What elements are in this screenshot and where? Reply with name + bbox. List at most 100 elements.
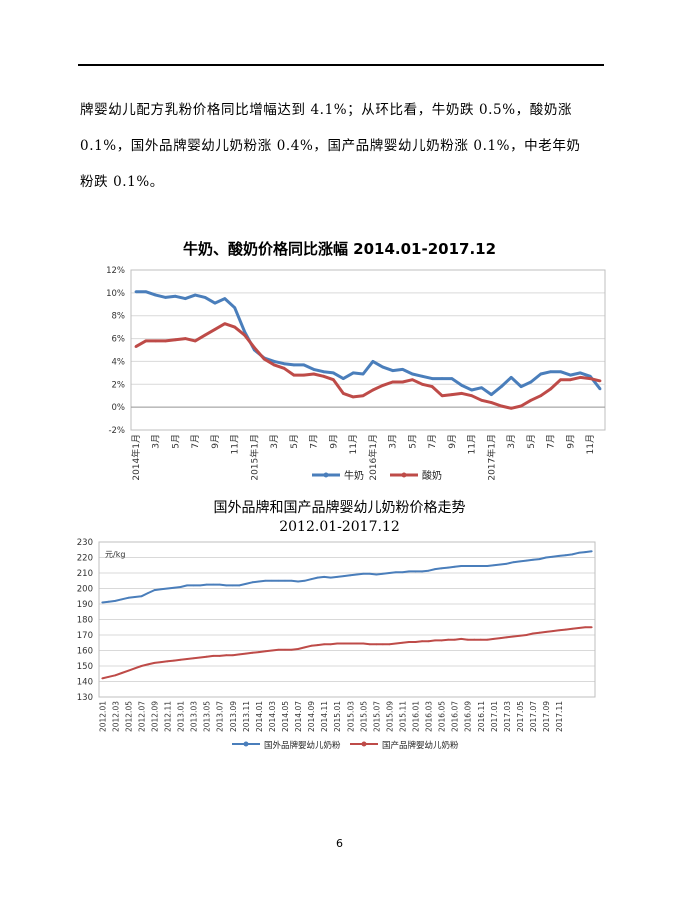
- series-point-0: [414, 570, 417, 573]
- series-point-1: [134, 345, 138, 348]
- series-point-1: [545, 631, 547, 633]
- series-point-1: [590, 626, 593, 629]
- x-tick-label: 2017.01: [490, 701, 499, 732]
- y-tick-label: 2%: [112, 380, 126, 390]
- series-point-1: [519, 634, 521, 637]
- y-tick-label: -2%: [108, 426, 125, 436]
- series-point-0: [160, 588, 162, 591]
- y-tick-label: 130: [77, 693, 93, 703]
- series-line-0: [102, 550, 592, 604]
- series-point-0: [147, 592, 149, 595]
- series-point-1: [243, 333, 246, 337]
- series-point-0: [174, 294, 177, 298]
- x-tick-label: 3月: [269, 434, 280, 449]
- series-point-1: [233, 325, 237, 329]
- x-tick-label: 11月: [348, 434, 359, 454]
- series-point-0: [440, 377, 444, 380]
- series-point-0: [545, 556, 547, 559]
- series-point-1: [401, 380, 404, 384]
- series-point-0: [238, 584, 241, 587]
- series-point-0: [192, 584, 195, 587]
- series-point-1: [223, 322, 227, 326]
- x-tick-label: 2016.11: [477, 701, 486, 732]
- series-point-1: [473, 638, 476, 641]
- series-point-1: [253, 346, 256, 350]
- series-point-0: [453, 565, 456, 568]
- series-point-1: [411, 378, 414, 382]
- x-tick-label: 9月: [565, 434, 576, 449]
- series-point-0: [447, 566, 450, 569]
- y-axis-label: 元/kg: [105, 550, 125, 559]
- series-point-0: [539, 372, 543, 376]
- body-paragraph: 牌婴幼儿配方乳粉价格同比增幅达到 4.1%；从环比看，牛奶跌 0.5%，酸奶涨 …: [80, 92, 610, 200]
- x-tick-label: 5月: [170, 434, 181, 449]
- series-point-1: [127, 669, 130, 672]
- y-tick-label: 190: [77, 600, 93, 610]
- chart2-title-block: 国外品牌和国产品牌婴幼儿奶粉价格走势 2012.01-2017.12: [0, 499, 679, 537]
- series-point-1: [525, 634, 528, 636]
- x-tick-label: 2015年1月: [248, 434, 260, 481]
- series-point-0: [272, 360, 276, 363]
- series-point-0: [186, 584, 189, 587]
- series-point-1: [538, 631, 541, 634]
- series-point-1: [470, 394, 474, 398]
- series-point-0: [312, 368, 316, 371]
- chart2-title: 国外品牌和国产品牌婴幼儿奶粉价格走势: [213, 500, 466, 516]
- y-tick-label: 4%: [112, 357, 126, 367]
- series-point-0: [243, 330, 246, 334]
- series-point-0: [584, 551, 587, 553]
- x-tick-label: 2017.05: [516, 701, 525, 732]
- series-point-1: [174, 338, 177, 342]
- series-point-1: [401, 641, 404, 644]
- series-point-1: [519, 404, 523, 408]
- series-point-1: [342, 642, 345, 645]
- x-tick-label: 11月: [585, 434, 596, 454]
- series-point-1: [290, 648, 293, 651]
- series-point-0: [193, 293, 197, 297]
- series-point-0: [233, 306, 237, 310]
- series-point-0: [420, 374, 424, 378]
- page-number: 6: [336, 837, 343, 850]
- series-point-0: [361, 372, 365, 376]
- series-point-0: [529, 380, 533, 384]
- series-point-0: [519, 385, 523, 388]
- series-point-0: [473, 565, 476, 567]
- x-tick-label: 2017.07: [529, 701, 538, 732]
- x-tick-label: 7月: [309, 434, 320, 449]
- series-point-0: [512, 561, 515, 564]
- series-point-1: [559, 378, 562, 382]
- series-point-0: [107, 600, 110, 603]
- series-point-1: [284, 648, 286, 651]
- series-point-0: [351, 371, 355, 375]
- series-point-1: [323, 643, 326, 646]
- series-point-0: [434, 568, 437, 571]
- series-point-0: [355, 573, 358, 576]
- series-point-0: [532, 558, 534, 561]
- series-point-1: [408, 641, 410, 643]
- series-point-1: [466, 638, 469, 641]
- series-point-1: [312, 372, 316, 376]
- x-tick-label: 2015.07: [372, 701, 381, 732]
- series-point-0: [499, 563, 502, 566]
- series-point-1: [292, 373, 296, 377]
- series-point-0: [479, 565, 482, 567]
- series-point-0: [499, 385, 503, 388]
- series-point-0: [134, 290, 138, 294]
- series-point-1: [341, 392, 345, 395]
- chart1-milk-yogurt: 12% 10% 8% 6% 4% 2% 0% -2% 2014年1月 3月 5月 7月 9月 11月 201…: [106, 266, 606, 482]
- series-point-0: [450, 377, 454, 380]
- series-point-0: [183, 297, 187, 300]
- series-point-1: [375, 643, 378, 646]
- series-point-0: [290, 579, 293, 582]
- series-point-0: [166, 587, 169, 590]
- legend-label-1: 酸奶: [422, 469, 442, 482]
- series-point-0: [349, 574, 352, 577]
- y-tick-label: 12%: [106, 266, 125, 276]
- series-point-1: [164, 339, 167, 343]
- y-tick-label: 170: [77, 631, 93, 641]
- series-point-0: [310, 578, 313, 581]
- series-point-0: [401, 571, 404, 574]
- series-point-0: [421, 570, 423, 573]
- series-point-0: [212, 583, 215, 586]
- series-point-1: [371, 388, 375, 392]
